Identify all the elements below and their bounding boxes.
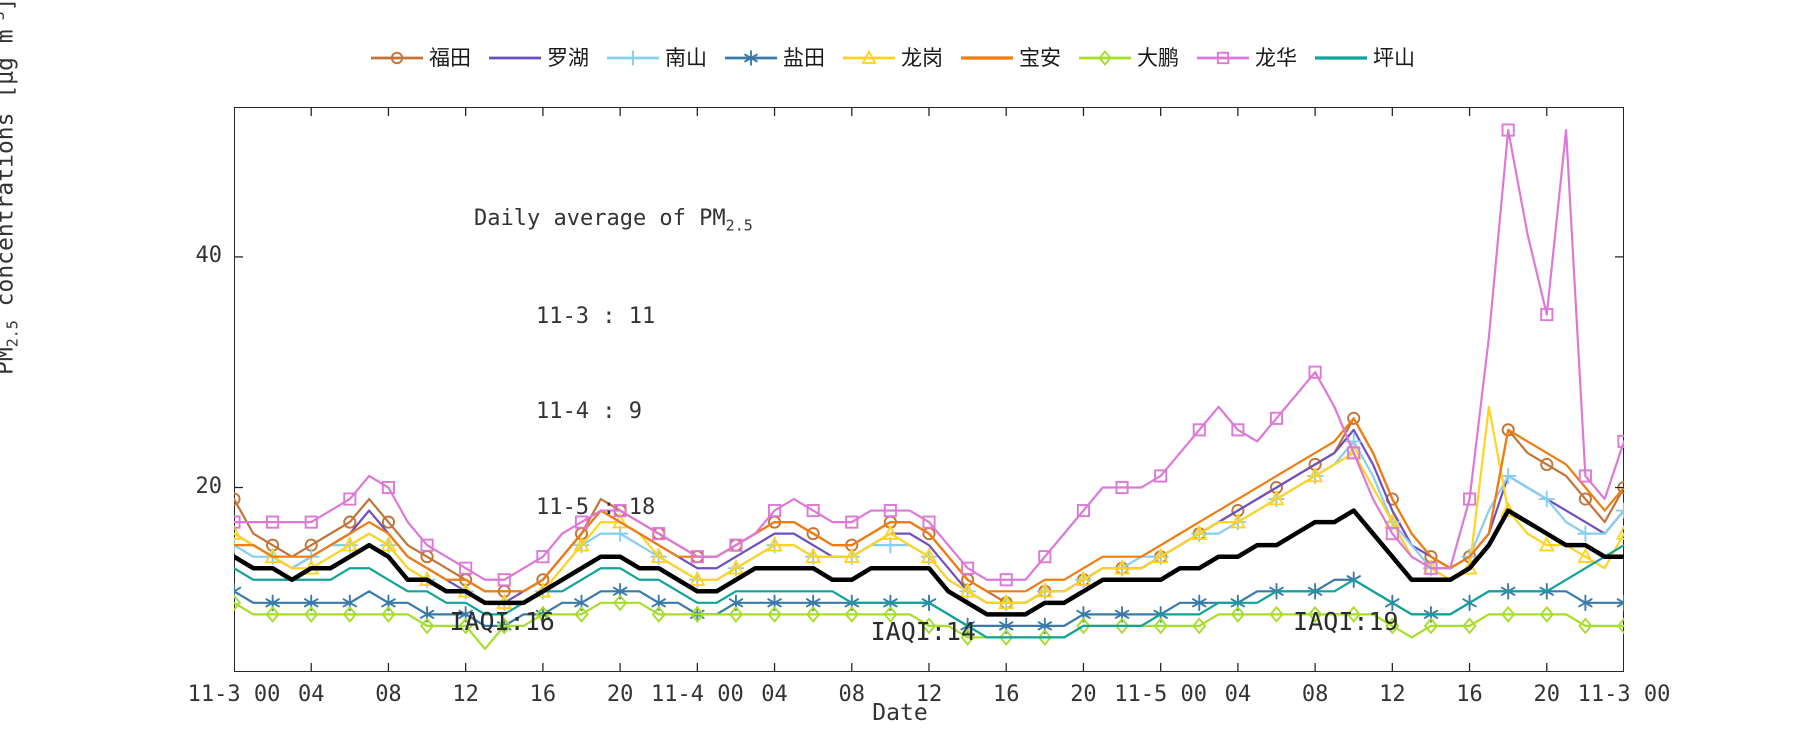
x-tick-label-9: 12 xyxy=(915,682,943,707)
legend-label-8: 坪山 xyxy=(1373,45,1415,70)
legend-swatch-square-icon xyxy=(1195,48,1251,68)
legend-swatch-triangle-icon xyxy=(841,48,897,68)
legend-label-0: 福田 xyxy=(429,45,471,70)
y-axis-label-mid: concentrations [ xyxy=(0,85,19,307)
y-axis-label-unit: g m xyxy=(0,29,18,71)
series-6 xyxy=(234,594,1624,651)
legend-swatch-none-icon xyxy=(1313,48,1369,68)
legend-swatch-circle-icon xyxy=(369,48,425,68)
legend-label-1: 罗湖 xyxy=(547,45,589,70)
x-tick-label-16: 16 xyxy=(1456,682,1483,707)
x-tick-label-5: 20 xyxy=(606,682,634,707)
x-axis-label: Date xyxy=(872,700,928,726)
x-tick-label-3: 12 xyxy=(452,682,479,707)
legend-label-5: 宝安 xyxy=(1019,45,1061,70)
x-tick-label-15: 12 xyxy=(1379,682,1406,707)
legend-entry-3[interactable]: 盐田 xyxy=(723,45,825,70)
y-axis-label-suffix: ] xyxy=(0,0,18,11)
y-axis-label: PM2.5 concentrations [μg m−3] xyxy=(0,0,22,375)
x-tick-label-10: 16 xyxy=(992,682,1020,707)
y-axis-label-mu: μ xyxy=(0,71,18,85)
x-tick-label-11: 20 xyxy=(1070,682,1097,707)
legend-swatch-none-icon xyxy=(487,48,543,68)
series-canvas xyxy=(234,107,1624,672)
x-tick-label-12: 11-5 00 xyxy=(1114,682,1208,707)
legend-label-2: 南山 xyxy=(665,45,707,70)
legend-entry-5[interactable]: 宝安 xyxy=(959,45,1061,70)
legend-label-3: 盐田 xyxy=(783,45,825,70)
legend-entry-6[interactable]: 大鹏 xyxy=(1077,45,1179,70)
x-tick-label-4: 16 xyxy=(529,682,557,707)
series-7 xyxy=(234,123,1624,587)
plot-area: Daily average of PM2.5 11-3 : 11 11-4 : … xyxy=(188,107,1670,707)
y-tick-label-0: 20 xyxy=(195,473,223,499)
legend-entry-7[interactable]: 龙华 xyxy=(1195,45,1297,70)
legend-entry-8[interactable]: 坪山 xyxy=(1313,45,1415,70)
x-tick-label-18: 11-3 00 xyxy=(1577,682,1671,707)
legend-label-7: 龙华 xyxy=(1255,45,1297,70)
x-tick-label-6: 11-4 00 xyxy=(650,682,744,707)
y-axis-label-sup: −3 xyxy=(0,11,8,30)
x-tick-label-13: 04 xyxy=(1224,682,1252,707)
legend-swatch-none-icon xyxy=(959,48,1015,68)
y-axis-label-sub: 2.5 xyxy=(3,320,22,348)
axes-frame xyxy=(234,107,1624,672)
chart-legend: 福田 罗湖 南山 盐田 龙岗 宝安 大鹏 龙华 坪山 xyxy=(0,40,1800,76)
y-tick-label-1: 40 xyxy=(195,242,223,268)
legend-label-6: 大鹏 xyxy=(1137,45,1179,70)
y-axis-label-prefix: PM xyxy=(0,347,19,375)
legend-swatch-diamond-icon xyxy=(1077,48,1133,68)
legend-swatch-plus-icon xyxy=(605,48,661,68)
series-9 xyxy=(234,508,1624,617)
legend-entry-0[interactable]: 福田 xyxy=(369,45,471,70)
x-tick-label-17: 20 xyxy=(1533,682,1561,707)
legend-entry-2[interactable]: 南山 xyxy=(605,45,707,70)
series-8 xyxy=(234,544,1624,639)
series-5 xyxy=(234,417,1624,593)
legend-label-4: 龙岗 xyxy=(901,45,943,70)
x-tick-label-7: 04 xyxy=(761,682,788,707)
legend-entry-1[interactable]: 罗湖 xyxy=(487,45,589,70)
legend-swatch-asterisk-icon xyxy=(723,48,779,68)
x-tick-label-14: 08 xyxy=(1301,682,1329,707)
x-tick-label-8: 08 xyxy=(838,682,866,707)
legend-entry-4[interactable]: 龙岗 xyxy=(841,45,943,70)
x-tick-label-2: 08 xyxy=(375,682,402,707)
x-tick-label-1: 04 xyxy=(297,682,325,707)
x-tick-label-0: 11-3 00 xyxy=(187,682,281,707)
